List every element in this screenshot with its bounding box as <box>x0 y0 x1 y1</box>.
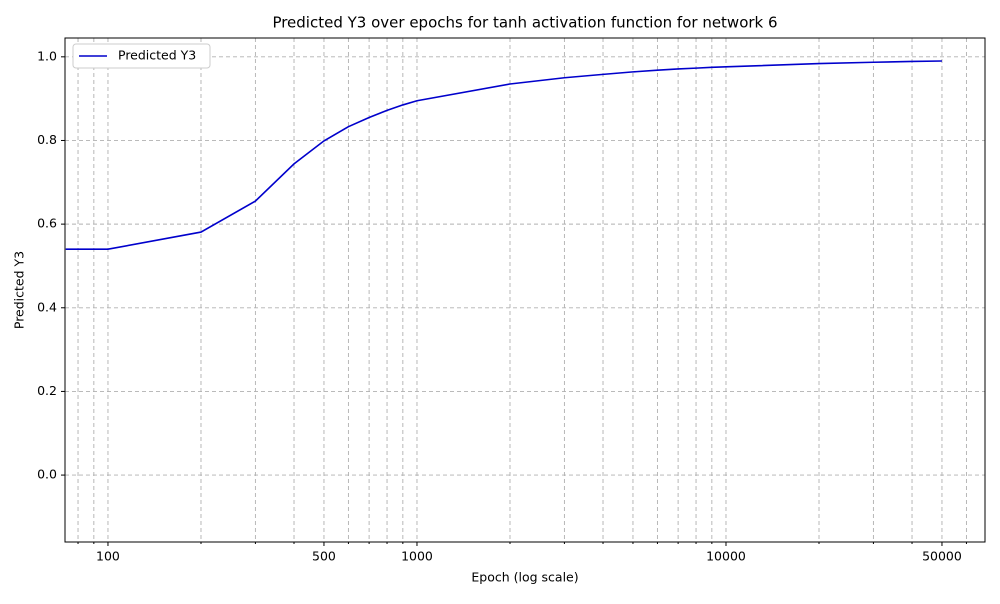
y-tick-label: 0.0 <box>37 467 57 482</box>
y-tick-label: 0.6 <box>37 216 57 231</box>
y-axis-label: Predicted Y3 <box>12 251 27 329</box>
x-axis-label: Epoch (log scale) <box>471 570 578 585</box>
x-tick-label: 1000 <box>401 549 433 564</box>
x-tick-label: 50000 <box>922 549 962 564</box>
chart-title: Predicted Y3 over epochs for tanh activa… <box>272 14 777 32</box>
plot-frame <box>64 37 986 543</box>
y-tick-label: 0.2 <box>37 383 57 398</box>
y-tick-label: 0.8 <box>37 132 57 147</box>
y-tick-label: 1.0 <box>37 48 57 63</box>
legend-label: Predicted Y3 <box>118 48 196 63</box>
data-line <box>65 60 942 251</box>
x-tick-label: 10000 <box>706 549 746 564</box>
x-tick-label: 500 <box>312 549 336 564</box>
legend-box <box>72 43 211 69</box>
y-tick-label: 0.4 <box>37 299 57 314</box>
x-tick-label: 100 <box>96 549 120 564</box>
